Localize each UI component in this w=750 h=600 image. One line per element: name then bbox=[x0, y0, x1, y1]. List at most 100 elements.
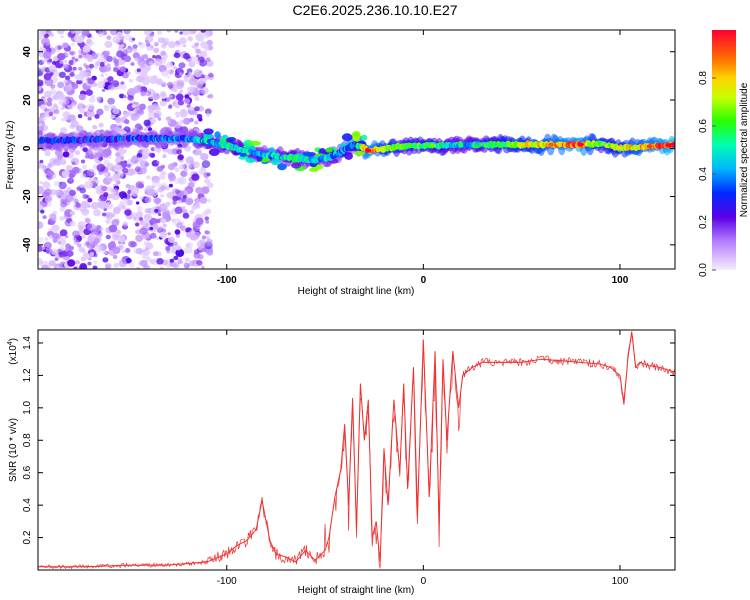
spectrogram-noise-dot bbox=[73, 198, 79, 204]
spectrogram-noise-dot bbox=[199, 196, 208, 204]
spectrogram-noise-dot bbox=[47, 221, 51, 225]
spectrogram-noise-dot bbox=[112, 107, 120, 115]
spectrogram-noise-dot bbox=[185, 197, 194, 206]
spectrogram-noise-dot bbox=[207, 198, 212, 203]
spectrogram-noise-dot bbox=[48, 260, 56, 267]
spectrogram-noise-dot bbox=[107, 76, 114, 82]
spectrogram-noise-dot bbox=[116, 50, 124, 58]
spectrogram-noise-dot bbox=[188, 106, 194, 111]
svg-text:(x104): (x104) bbox=[7, 338, 19, 365]
bottom-xtick-label: 0 bbox=[421, 576, 427, 587]
spectrogram-noise-dot bbox=[191, 173, 200, 181]
spectrogram-noise-dot bbox=[116, 31, 123, 37]
spectrogram-noise-dot bbox=[113, 67, 119, 73]
spectrogram-noise-dot bbox=[157, 117, 162, 121]
spectrogram-noise-dot bbox=[106, 35, 112, 40]
spectrogram-noise-dot bbox=[194, 120, 199, 125]
spectrogram-noise-dot bbox=[38, 32, 45, 41]
spectrogram-noise-dot bbox=[89, 252, 95, 257]
spectrogram-blob bbox=[352, 131, 361, 138]
spectrogram-noise-dot bbox=[57, 53, 66, 61]
spectrogram-noise-dot bbox=[104, 263, 112, 269]
spectrogram-noise-dot bbox=[206, 238, 213, 245]
spectrogram-peak bbox=[646, 144, 653, 149]
spectrogram-noise-dot bbox=[206, 172, 211, 177]
spectrogram-noise-dot bbox=[43, 241, 52, 249]
spectrogram-noise-dot bbox=[125, 46, 133, 54]
spectrogram-noise-dot bbox=[60, 127, 68, 134]
spectrogram-noise-dot bbox=[38, 244, 43, 253]
colorbar-axis: 0.0 0.2 0.4 0.6 0.8 bbox=[698, 71, 716, 277]
spectrogram-noise-dot bbox=[128, 262, 135, 268]
spectrogram-noise-dot bbox=[106, 55, 113, 63]
spectrogram-noise-dot bbox=[200, 30, 206, 33]
spectrogram-noise-dot bbox=[161, 171, 167, 176]
spectrogram-noise-dot bbox=[92, 241, 98, 247]
top-xtick-label: 100 bbox=[612, 275, 629, 286]
spectrogram-noise-dot bbox=[135, 229, 141, 235]
spectrogram-noise-dot bbox=[174, 30, 179, 33]
spectrogram-noise-dot bbox=[65, 235, 69, 239]
spectrogram-noise-dot bbox=[185, 232, 192, 238]
spectrogram-noise-dot bbox=[64, 84, 72, 92]
spectrogram-noise-dot bbox=[194, 46, 199, 51]
spectrogram-noise-dot bbox=[208, 72, 214, 78]
spectrogram-noise-dot bbox=[136, 68, 141, 73]
spectrogram-noise-dot bbox=[44, 237, 49, 241]
spectrogram-noise-dot bbox=[129, 78, 134, 83]
spectrogram-noise-dot bbox=[166, 75, 171, 79]
spectrogram-noise-dot bbox=[197, 83, 204, 90]
bottom-ytick-label: 0.2 bbox=[22, 530, 33, 544]
spectrogram-noise-dot bbox=[205, 208, 212, 215]
spectrogram-noise-dot bbox=[143, 235, 147, 239]
spectrogram-noise-dot bbox=[72, 230, 80, 238]
spectrogram-noise-dot bbox=[108, 248, 117, 256]
spectrogram-noise-dot bbox=[101, 249, 108, 255]
spectrogram-noise-dot bbox=[102, 257, 109, 263]
spectrogram-noise-dot bbox=[152, 223, 159, 230]
spectrogram-noise-dot bbox=[46, 61, 51, 65]
spectrogram-noise-dot bbox=[96, 163, 106, 172]
spectrogram-noise-dot bbox=[97, 198, 102, 202]
spectrogram-noise-dot bbox=[191, 204, 198, 211]
spectrogram-noise-dot bbox=[173, 66, 178, 70]
spectrogram-noise-dot bbox=[124, 119, 130, 125]
spectrogram-noise-dot bbox=[135, 234, 144, 242]
spectrogram-noise-dot bbox=[119, 83, 127, 91]
spectrogram-noise-dot bbox=[206, 182, 214, 189]
spectrogram-noise-dot bbox=[56, 266, 61, 269]
spectrogram-noise-dot bbox=[59, 216, 65, 221]
top-ytick-label: 20 bbox=[22, 94, 33, 106]
spectrogram-noise-dot bbox=[93, 260, 98, 264]
spectrogram-noise-dot bbox=[85, 54, 93, 62]
spectrogram-noise-dot bbox=[135, 106, 144, 115]
spectrogram-noise-dot bbox=[165, 245, 171, 251]
spectrogram-noise-dot bbox=[86, 223, 96, 232]
spectrogram-noise-dot bbox=[90, 35, 95, 40]
spectrogram-noise-dot bbox=[119, 93, 125, 99]
spectrogram-noise-dot bbox=[204, 108, 212, 115]
spectrogram-peak bbox=[666, 143, 673, 148]
spectrogram-noise-dot bbox=[57, 237, 67, 246]
spectrogram-noise-dot bbox=[104, 73, 109, 77]
spectrogram-noise-dot bbox=[112, 206, 121, 215]
spectrogram-noise-dot bbox=[140, 91, 146, 97]
spectrogram-noise-dot bbox=[75, 202, 81, 208]
spectrogram-noise-dot bbox=[171, 162, 175, 167]
bottom-xtick-label: -100 bbox=[217, 576, 237, 587]
spectrogram-noise-dot bbox=[59, 245, 65, 250]
spectrogram-noise-dot bbox=[115, 116, 122, 123]
spectrogram-noise-dot bbox=[152, 55, 157, 59]
spectrogram-noise-dot bbox=[67, 259, 76, 267]
spectrogram-noise-dot bbox=[51, 116, 57, 120]
spectrogram-noise-dot bbox=[125, 183, 131, 189]
spectrogram-noise-dot bbox=[169, 95, 173, 99]
chart-title: C2E6.2025.236.10.10.E27 bbox=[292, 2, 458, 18]
spectrogram-noise-dot bbox=[95, 180, 100, 184]
spectrogram-noise-dot bbox=[78, 54, 83, 59]
yscale-suffix: ) bbox=[8, 338, 19, 341]
spectrogram-noise-dot bbox=[198, 70, 203, 75]
spectrogram-blob bbox=[221, 134, 229, 140]
spectrogram-noise-dot bbox=[162, 223, 167, 228]
spectrogram-noise-dot bbox=[153, 197, 161, 204]
